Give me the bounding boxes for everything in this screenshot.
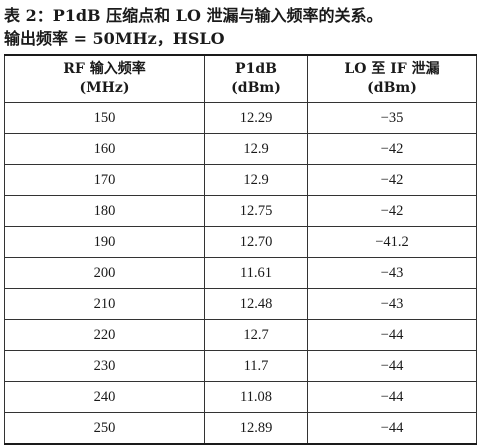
cell-p1db: 12.75 xyxy=(204,195,308,227)
cell-lo-if-leakage: −42 xyxy=(307,195,477,227)
cell-lo-if-leakage: −44 xyxy=(307,350,477,382)
cell-lo-if-leakage: −41.2 xyxy=(307,226,477,258)
table-row: 250 12.89 −44 xyxy=(4,412,477,445)
cell-rf-frequency: 170 xyxy=(4,164,205,196)
cell-rf-frequency: 200 xyxy=(4,257,205,289)
caption-line-1: 表 2：P1dB 压缩点和 LO 泄漏与输入频率的关系。 xyxy=(4,6,383,25)
table-row: 180 12.75 −42 xyxy=(4,195,477,227)
caption-line-2: 输出频率 = 50MHz，HSLO xyxy=(4,29,225,48)
header-lo-if-leakage: LO 至 IF 泄漏 (dBm) xyxy=(307,54,477,103)
cell-rf-frequency: 210 xyxy=(4,288,205,320)
cell-rf-frequency: 180 xyxy=(4,195,205,227)
cell-rf-frequency: 240 xyxy=(4,381,205,413)
cell-rf-frequency: 160 xyxy=(4,133,205,165)
cell-p1db: 11.08 xyxy=(204,381,308,413)
cell-p1db: 12.29 xyxy=(204,102,308,134)
table-caption: 表 2：P1dB 压缩点和 LO 泄漏与输入频率的关系。 输出频率 = 50MH… xyxy=(4,4,476,50)
cell-rf-frequency: 150 xyxy=(4,102,205,134)
table-row: 230 11.7 −44 xyxy=(4,350,477,382)
cell-lo-if-leakage: −42 xyxy=(307,164,477,196)
table-row: 210 12.48 −43 xyxy=(4,288,477,320)
table-row: 160 12.9 −42 xyxy=(4,133,477,165)
table-row: 170 12.9 −42 xyxy=(4,164,477,196)
cell-rf-frequency: 220 xyxy=(4,319,205,351)
cell-p1db: 12.48 xyxy=(204,288,308,320)
cell-lo-if-leakage: −44 xyxy=(307,381,477,413)
cell-lo-if-leakage: −44 xyxy=(307,319,477,351)
table-row: 150 12.29 −35 xyxy=(4,102,477,134)
cell-rf-frequency: 250 xyxy=(4,412,205,445)
table-row: 190 12.70 −41.2 xyxy=(4,226,477,258)
cell-p1db: 12.70 xyxy=(204,226,308,258)
cell-p1db: 12.9 xyxy=(204,164,308,196)
data-table: RF 输入频率 (MHz) P1dB (dBm) LO 至 IF 泄漏 (dBm… xyxy=(4,54,477,445)
cell-p1db: 12.89 xyxy=(204,412,308,445)
table-row: 220 12.7 −44 xyxy=(4,319,477,351)
cell-p1db: 11.7 xyxy=(204,350,308,382)
header-rf-frequency: RF 输入频率 (MHz) xyxy=(4,54,205,103)
cell-lo-if-leakage: −43 xyxy=(307,288,477,320)
cell-lo-if-leakage: −42 xyxy=(307,133,477,165)
cell-p1db: 12.7 xyxy=(204,319,308,351)
table-row: 240 11.08 −44 xyxy=(4,381,477,413)
cell-lo-if-leakage: −35 xyxy=(307,102,477,134)
cell-p1db: 11.61 xyxy=(204,257,308,289)
table-row: 200 11.61 −43 xyxy=(4,257,477,289)
cell-rf-frequency: 230 xyxy=(4,350,205,382)
cell-rf-frequency: 190 xyxy=(4,226,205,258)
cell-lo-if-leakage: −44 xyxy=(307,412,477,445)
header-row: RF 输入频率 (MHz) P1dB (dBm) LO 至 IF 泄漏 (dBm… xyxy=(4,54,477,103)
cell-p1db: 12.9 xyxy=(204,133,308,165)
cell-lo-if-leakage: −43 xyxy=(307,257,477,289)
header-p1db: P1dB (dBm) xyxy=(204,54,308,103)
